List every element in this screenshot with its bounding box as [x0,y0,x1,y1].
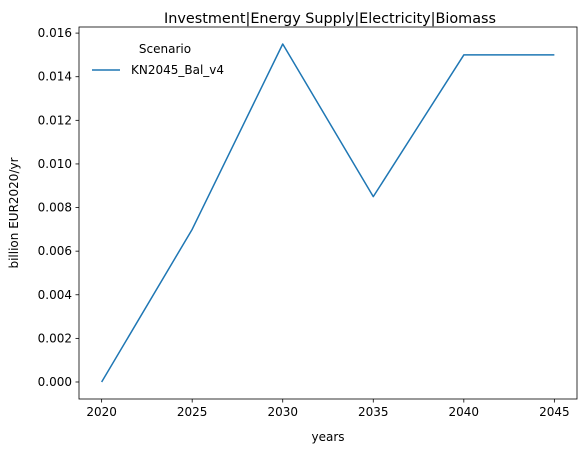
plot-frame [78,26,578,400]
x-tick-label: 2045 [539,405,570,419]
y-tick-label: 0.010 [38,157,72,171]
x-tick-label: 2020 [86,405,117,419]
series-line [100,43,555,383]
x-tick-label: 2035 [358,405,389,419]
y-tick-label: 0.002 [38,331,72,345]
x-axis-ticks: 2020 2025 2030 2035 2040 2045 [86,399,570,419]
series-layer [100,43,555,383]
y-tick-label: 0.016 [38,26,72,40]
x-axis-label: years [311,430,344,444]
chart-title: Investment|Energy Supply|Electricity|Bio… [164,11,496,27]
y-tick-label: 0.000 [38,375,72,389]
plot-area [79,27,577,399]
legend-entry-label: KN2045_Bal_v4 [131,63,224,77]
y-tick-label: 0.012 [38,113,72,127]
y-axis-ticks: 0.000 0.002 0.004 0.006 0.008 0.010 0.012 0.014… [38,26,79,389]
y-tick-label: 0.008 [38,201,72,215]
x-tick-label: 2025 [177,405,208,419]
y-tick-label: 0.014 [38,70,72,84]
legend-title: Scenario [139,42,191,56]
x-tick-label: 2040 [449,405,480,419]
x-tick-label: 2030 [267,405,298,419]
y-axis-label: billion EUR2020/yr [7,157,21,268]
legend: Scenario KN2045_Bal_v4 [92,42,224,77]
y-tick-label: 0.006 [38,244,72,258]
y-tick-label: 0.004 [38,288,72,302]
